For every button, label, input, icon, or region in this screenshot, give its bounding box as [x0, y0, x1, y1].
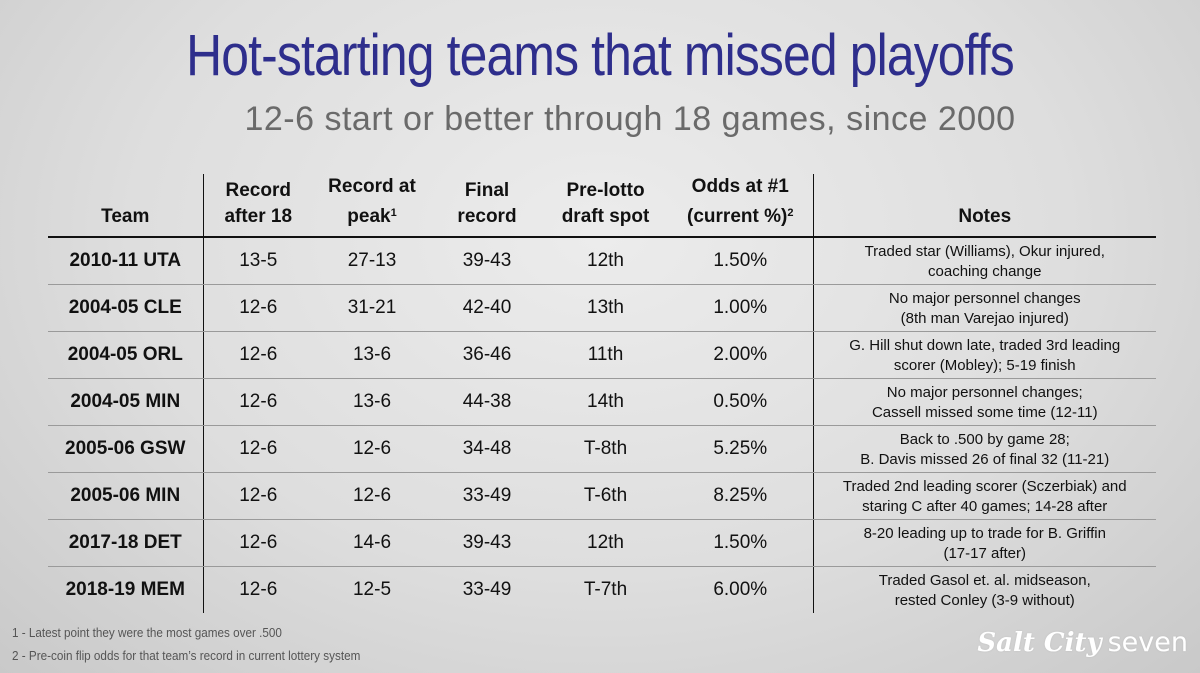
odds-cell: 2.00% [668, 331, 814, 379]
draft-spot-cell: 13th [543, 284, 668, 332]
record-after-18-cell: 12-6 [203, 519, 313, 567]
team-cell: 2004-05 ORL [48, 331, 204, 379]
table-row: 2005-06 GSW 12-6 12-6 34-48 T-8th 5.25% … [48, 425, 1156, 473]
team-cell: 2005-06 GSW [48, 425, 204, 473]
header-prelotto-draft-spot: Pre-lotto draft spot [543, 174, 668, 238]
team-cell: 2004-05 CLE [48, 284, 204, 332]
record-after-18-cell: 12-6 [203, 331, 313, 379]
team-cell: 2004-05 MIN [48, 378, 204, 426]
odds-cell: 6.00% [668, 566, 814, 613]
header-final-record: Final record [431, 174, 543, 238]
logo-plain-text: seven [1107, 627, 1188, 658]
footnote-2: 2 - Pre-coin flip odds for that team’s r… [12, 648, 361, 663]
header-notes: Notes [813, 174, 1156, 238]
final-record-cell: 33-49 [431, 472, 543, 520]
table-row: 2005-06 MIN 12-6 12-6 33-49 T-6th 8.25% … [48, 472, 1156, 520]
notes-cell: Back to .500 by game 28; B. Davis missed … [813, 425, 1156, 473]
record-at-peak-cell: 12-5 [352, 579, 392, 600]
record-at-peak-cell: 14-6 [313, 519, 431, 567]
draft-spot-cell: 12th [543, 237, 668, 285]
footnote-1: 1 - Latest point they were the most game… [12, 625, 282, 640]
record-at-peak-cell: 12-6 [313, 425, 431, 473]
final-record-cell: 39-43 [431, 519, 543, 567]
final-record-cell: 33-49 [462, 579, 512, 600]
notes-cell: G. Hill shut down late, traded 3rd leadi… [813, 331, 1156, 379]
table-row: 2004-05 MIN 12-6 13-6 44-38 14th 0.50% N… [48, 378, 1156, 426]
final-record-cell: 39-43 [431, 237, 543, 285]
header-record-at-peak: Record at peak1 [313, 174, 431, 238]
final-record-cell: 34-48 [431, 425, 543, 473]
odds-cell: 1.00% [668, 284, 814, 332]
final-record-cell: 36-46 [431, 331, 543, 379]
notes-cell: 8-20 leading up to trade for B. Griffin(… [813, 519, 1156, 567]
final-record-cell: 42-40 [431, 284, 543, 332]
draft-spot-cell: 11th [543, 331, 668, 379]
odds-cell: 0.50% [668, 378, 814, 426]
record-at-peak-cell: 13-6 [313, 378, 431, 426]
record-after-18-cell: 12-6 [239, 579, 278, 600]
teams-table: Team Record after 18 Record at peak1 Final… [48, 174, 1156, 613]
notes-cell: No major personnel changes; Cassell misse… [813, 378, 1156, 426]
notes-cell: Traded star (Williams), Okur injured, coa… [813, 237, 1156, 285]
team-cell: 2017-18 DET [48, 519, 204, 567]
table-header-row: Team Record after 18 Record at peak1 Final… [48, 174, 1156, 238]
odds-cell: 1.50% [668, 237, 814, 285]
notes-cell: Traded Gasol et. al. midseason, rested Co… [878, 572, 1091, 609]
notes-cell: No major personnel changes (8th man Varej… [813, 284, 1156, 332]
record-at-peak-cell: 13-6 [313, 331, 431, 379]
record-at-peak-cell: 12-6 [313, 472, 431, 520]
draft-spot-cell: T-8th [543, 425, 668, 473]
notes-cell: Traded 2nd leading scorer (Sczerbiak) an… [813, 472, 1156, 520]
record-after-18-cell: 13-5 [203, 237, 313, 285]
team-cell: 2018-19 MEM [48, 566, 204, 613]
table-row: 2010-11 UTA 13-5 27-13 39-43 12th 1.50% … [48, 237, 1156, 285]
table-row: 2004-05 ORL 12-6 13-6 36-46 11th 2.00% G… [48, 331, 1156, 379]
record-after-18-cell: 12-6 [203, 378, 313, 426]
record-after-18-cell: 12-6 [203, 472, 313, 520]
odds-cell: 1.50% [668, 519, 814, 567]
record-at-peak-cell: 31-21 [313, 284, 431, 332]
table-row: 2018-19 MEM 12-6 12-5 33-49 T-7th 6.00% … [48, 566, 1156, 613]
odds-cell: 8.25% [668, 472, 814, 520]
header-record-after-18: Record after 18 [203, 174, 313, 238]
final-record-cell: 44-38 [431, 378, 543, 426]
draft-spot-cell: 12th [543, 519, 668, 567]
team-cell: 2010-11 UTA [48, 237, 204, 285]
team-cell: 2005-06 MIN [48, 472, 204, 520]
record-after-18-cell: 12-6 [203, 425, 313, 473]
page-title: Hot-starting teams that missed playoffs [186, 23, 1015, 88]
odds-cell: 5.25% [668, 425, 814, 473]
brand-logo: Salt City seven [977, 626, 1188, 658]
logo-script-text: Salt City [977, 628, 1102, 658]
table-row: 2017-18 DET 12-6 14-6 39-43 12th 1.50% 8… [48, 519, 1156, 567]
header-odds-at-1: Odds at #1 (current %)2 [668, 174, 814, 238]
draft-spot-cell: T-6th [543, 472, 668, 520]
page-subtitle: 12-6 start or better through 18 games, s… [244, 100, 1016, 138]
table-row: 2004-05 CLE 12-6 31-21 42-40 13th 1.00% … [48, 284, 1156, 332]
record-after-18-cell: 12-6 [203, 284, 313, 332]
draft-spot-cell: 14th [543, 378, 668, 426]
draft-spot-cell: T-7th [583, 579, 628, 600]
header-team: Team [48, 174, 204, 238]
record-at-peak-cell: 27-13 [313, 237, 431, 285]
